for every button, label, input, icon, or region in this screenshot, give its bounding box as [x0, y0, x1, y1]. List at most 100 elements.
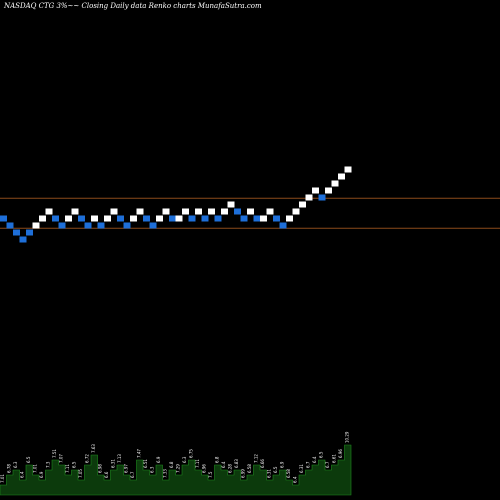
renko-brick [201, 215, 209, 222]
renko-brick [299, 201, 306, 208]
volume-label: 6.8 [169, 461, 174, 468]
volume-label: 7.33 [163, 469, 168, 478]
volume-label: 7.51 [52, 449, 57, 458]
renko-brick [208, 208, 215, 215]
renko-brick [97, 222, 105, 229]
renko-brick [247, 208, 254, 215]
volume-label: 6.4 [312, 456, 317, 463]
renko-brick [286, 215, 293, 222]
volume-label: 6.58 [247, 464, 252, 473]
volume-label: 6.7 [325, 461, 330, 468]
volume-label: 6.5 [72, 461, 77, 468]
renko-brick [65, 215, 72, 222]
volume-label: 7.11 [195, 459, 200, 468]
volume-label: 7.47 [137, 449, 142, 458]
renko-brick [240, 215, 248, 222]
volume-label: 6.5 [319, 451, 324, 458]
volume-label: 6.28 [228, 464, 233, 473]
volume-label: 6.96 [202, 464, 207, 473]
renko-brick [318, 194, 326, 201]
renko-brick [45, 208, 53, 215]
volume-label: 6.58 [286, 469, 291, 478]
volume-label: 6.78 [7, 464, 12, 473]
volume-label: 6.3 [182, 456, 187, 463]
renko-brick [292, 208, 300, 215]
renko-brick [32, 222, 40, 229]
volume-label: 6.8 [215, 456, 220, 463]
renko-brick [195, 208, 202, 215]
renko-brick [58, 222, 66, 229]
volume-label: 6.4 [293, 476, 298, 483]
renko-brick [169, 215, 176, 222]
renko-brick [84, 222, 92, 229]
renko-brick [279, 222, 287, 229]
volume-label: 6.51 [143, 459, 148, 468]
renko-brick [253, 215, 261, 222]
renko-brick [6, 222, 14, 229]
volume-label: 7.5 [208, 471, 213, 478]
renko-brick [143, 215, 150, 222]
volume-label: 7.29 [176, 464, 181, 473]
volume-label: 6.97 [124, 464, 129, 473]
volume-label: 7.07 [59, 454, 64, 463]
renko-brick [325, 187, 332, 194]
renko-brick [110, 208, 118, 215]
renko-brick [305, 194, 313, 201]
renko-brick [312, 187, 319, 194]
renko-brick [175, 215, 183, 222]
volume-label: 6.75 [189, 449, 194, 458]
volume-label: 6.7 [130, 471, 135, 478]
volume-label: 7.63 [91, 444, 96, 453]
renko-brick [344, 166, 352, 173]
renko-brick [71, 208, 79, 215]
renko-brick [338, 173, 345, 180]
renko-brick [331, 180, 339, 187]
renko-brick [39, 215, 46, 222]
volume-label: 6.4 [20, 471, 25, 478]
volume-area [0, 444, 352, 496]
volume-label: 7.12 [254, 454, 259, 463]
renko-brick [234, 208, 241, 215]
volume-label: 6.83 [234, 459, 239, 468]
renko-brick [13, 229, 20, 236]
volume-label: 7.3 [46, 461, 51, 468]
renko-brick [162, 208, 170, 215]
renko-brick [266, 208, 274, 215]
volume-label: 7.01 [33, 464, 38, 473]
renko-brick [156, 215, 163, 222]
volume-label: 6.96 [338, 449, 343, 458]
volume-label: 7.13 [117, 454, 122, 463]
volume-label: 7.05 [78, 469, 83, 478]
renko-brick [130, 215, 137, 222]
renko-brick [117, 215, 124, 222]
renko-brick [149, 222, 157, 229]
renko-brick [0, 215, 7, 222]
chart-title: NASDAQ CTG 3%~~ Closing Daily data Renko… [4, 2, 262, 10]
volume-label: 6.9 [156, 456, 161, 463]
renko-brick [227, 201, 235, 208]
renko-brick [273, 215, 280, 222]
volume-label: 6.99 [241, 469, 246, 478]
volume-label: 6.66 [260, 459, 265, 468]
renko-brick [260, 215, 267, 222]
volume-label: 6.9 [39, 471, 44, 478]
volume-label: 6.72 [85, 454, 90, 463]
volume-label: 6.4 [221, 461, 226, 468]
renko-brick [26, 229, 33, 236]
renko-brick [91, 215, 98, 222]
volume-label: 6.98 [98, 464, 103, 473]
renko-brick [188, 215, 196, 222]
renko-brick [214, 215, 222, 222]
renko-brick [52, 215, 59, 222]
renko-brick [136, 208, 144, 215]
renko-brick [221, 208, 228, 215]
volume-label: 6.6 [104, 471, 109, 478]
volume-label: 7.01 [0, 474, 5, 483]
renko-brick [78, 215, 85, 222]
volume-label: 10.29 [345, 431, 350, 443]
volume-label: 6.5 [273, 466, 278, 473]
renko-brick [182, 208, 189, 215]
renko-brick [104, 215, 111, 222]
